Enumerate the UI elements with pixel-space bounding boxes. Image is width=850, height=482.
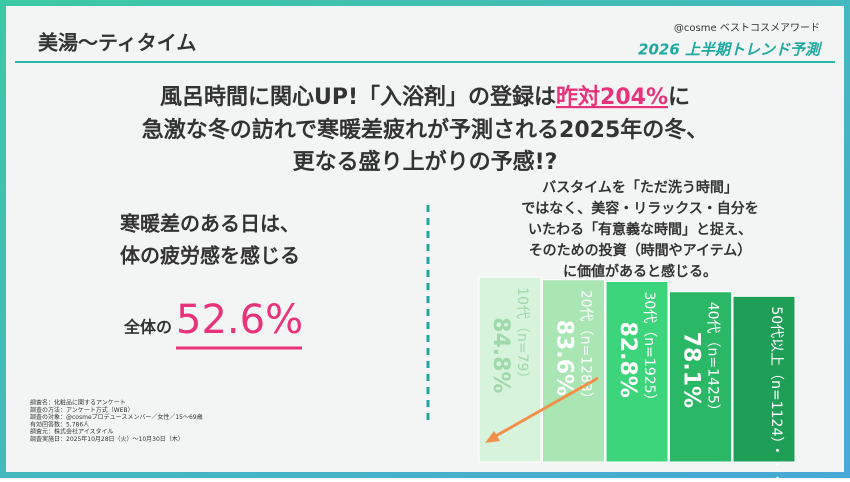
header-subtitle: 2026 上半期トレンド予測 — [638, 41, 823, 59]
headline-highlight: 昨対204% — [556, 84, 668, 110]
right-text: に価値があると感じる。 — [563, 263, 717, 280]
category-label: 50代以上（n=1124）・・・ — [768, 306, 784, 478]
headline-text: に — [668, 85, 690, 110]
left-text: 寒暖差のある日は、 — [120, 212, 300, 236]
right-text: ではなく、美容・リラックス・自分を — [521, 200, 759, 217]
category-label: 20代（n=1283） — [578, 290, 594, 406]
header-title: 美湯～ティタイム — [38, 31, 196, 55]
survey-note: 調査の方法：アンケート方式（WEB） — [30, 406, 134, 414]
left-text: 体の疲労感を感じる — [120, 244, 300, 268]
bar — [732, 295, 796, 463]
headline: 更なる盛り上がりの予感!? — [293, 149, 558, 175]
figure: 52.6% — [176, 297, 303, 343]
headline: 急激な冬の訪れで寒暖差疲れが予測される2025年の冬、 — [142, 117, 709, 143]
survey-note: 調査元：株式会社アイスタイル — [30, 428, 114, 436]
survey-note: 調査の対象：@cosmeプロデュースメンバー／女性／15～69歳 — [30, 413, 203, 421]
category-label: 40代（n=1425） — [705, 302, 721, 418]
survey-note: 調査実施日：2025年10月28日（火）～10月30日（木） — [30, 435, 184, 443]
value-label: 84.8% — [488, 317, 513, 393]
bar — [605, 280, 669, 463]
value-label: 82.8% — [615, 321, 640, 397]
value-label: 78.1% — [679, 332, 704, 408]
right-text: そのための投資（時間やアイテム） — [529, 242, 752, 259]
brand: @cosme ベストコスメアワード — [674, 22, 820, 34]
headline: 風呂時間に関心UP!「入浴剤」の登録は昨対204%に — [160, 84, 690, 110]
bar — [669, 291, 732, 463]
right-text: バスタイムを「ただ洗う時間」 — [542, 179, 738, 196]
headline-text: 風呂時間に関心UP!「入浴剤」の登録は — [160, 84, 556, 110]
category-label: 30代（n=1925） — [641, 291, 657, 407]
figure-prefix: 全体の — [123, 318, 172, 337]
value-label: 83.6% — [552, 320, 577, 396]
survey-note: 有効回答数：5,786人 — [30, 420, 89, 428]
arrow-head — [485, 431, 500, 443]
arrow — [493, 376, 599, 439]
bar — [542, 279, 605, 463]
category-label: 10代（n=79） — [514, 287, 530, 385]
survey-note: 調査名：化粧品に関するアンケート — [30, 399, 126, 407]
bar — [478, 276, 542, 463]
right-text: いたわる「有意義な時間」と捉え、 — [528, 221, 752, 238]
